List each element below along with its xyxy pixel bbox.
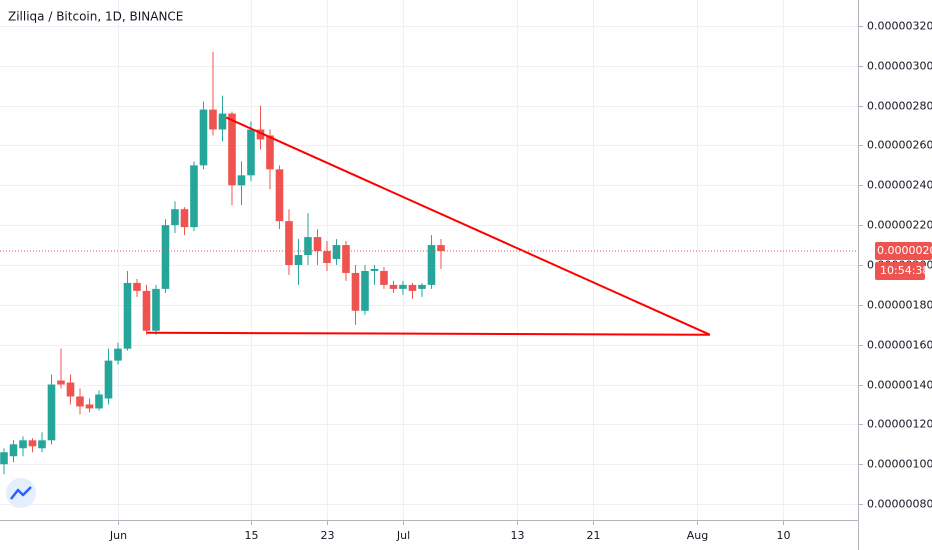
candle-body [342,245,350,273]
candle-body [152,288,160,331]
candle-body [76,396,84,407]
countdown: 10:54:38 [880,264,929,277]
candle-body [38,440,46,449]
plot-area [0,51,858,475]
y-tick-label: 0.00000300 [867,60,932,73]
x-tick-label: 15 [245,529,259,542]
candle-body [85,404,94,409]
x-tick-label: 10 [777,529,791,542]
candle-body [361,270,369,311]
y-tick-label: 0.00000080 [867,498,932,511]
x-tick-label: 21 [587,529,601,542]
candle-body [199,109,208,166]
chart-title: Zilliqa / Bitcoin, 1D, BINANCE [8,10,183,24]
candle-body [294,255,303,265]
candle-body [266,135,274,170]
candle-body [104,360,113,399]
candle-body [399,284,407,289]
y-tick-label: 0.00000180 [867,299,932,312]
candle-body [28,440,37,447]
axes: 0.00000080 0.00000100 0.00000120 0.00000140… [109,20,932,542]
candle-body [180,209,189,228]
y-tick-label: 0.00000220 [867,219,932,232]
candle-body [0,452,8,465]
candle-body [114,348,122,361]
candle-body [9,444,18,457]
candle-body [47,384,56,441]
x-tick-label: Aug [687,529,708,542]
trend-line [146,331,710,336]
countdown-box [875,262,925,281]
candle-body [389,284,398,289]
candle-body [190,165,198,228]
x-tick-label: 23 [321,529,335,542]
candle-body [247,129,255,176]
candle-body [57,380,65,385]
x-tick-label: 13 [511,529,525,542]
candle-body [123,282,132,349]
y-tick-label: 0.00000320 [867,20,932,33]
x-tick-label: Jul [396,529,410,542]
logo [6,478,36,508]
candle-body [237,175,246,186]
last-price-label: 0.00000207 [877,244,932,257]
y-tick-label: 0.00000100 [867,458,932,471]
candle-body [437,245,445,252]
candle-body [218,113,227,130]
candle-body [209,109,217,130]
candle-body [380,270,388,285]
candle-body [313,237,322,252]
y-tick-label: 0.00000140 [867,379,932,392]
candle-body [418,284,426,289]
candle-body [332,245,341,260]
candle-body [351,272,360,311]
candle-body [19,440,27,449]
candle-body [142,290,151,331]
x-tick-label: Jun [109,529,127,542]
candle-body [95,394,103,409]
candle-body [256,129,265,140]
candle-body [66,382,75,397]
candle-body [133,282,141,291]
candle-body [304,237,312,256]
candle-body [161,225,170,289]
y-tick-label: 0.00000240 [867,179,932,192]
trend-line [225,116,711,336]
y-tick-label: 0.00000280 [867,100,932,113]
y-tick-label: 0.00000120 [867,418,932,431]
y-tick-label: 0.00000260 [867,139,932,152]
candle-body [427,245,436,285]
y-tick-label: 0.00000160 [867,339,932,352]
candle-body [228,113,236,186]
last-price-box [875,242,932,261]
candle-body [171,209,179,226]
candle-body [408,284,417,291]
candle-body [370,268,379,271]
candle-body [275,169,284,222]
candle-body [323,251,331,263]
candle-body [285,221,293,265]
